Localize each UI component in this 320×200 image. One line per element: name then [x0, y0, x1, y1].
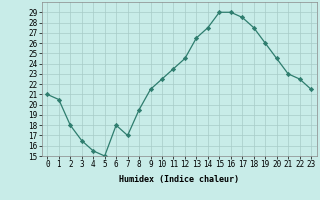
X-axis label: Humidex (Indice chaleur): Humidex (Indice chaleur)	[119, 175, 239, 184]
